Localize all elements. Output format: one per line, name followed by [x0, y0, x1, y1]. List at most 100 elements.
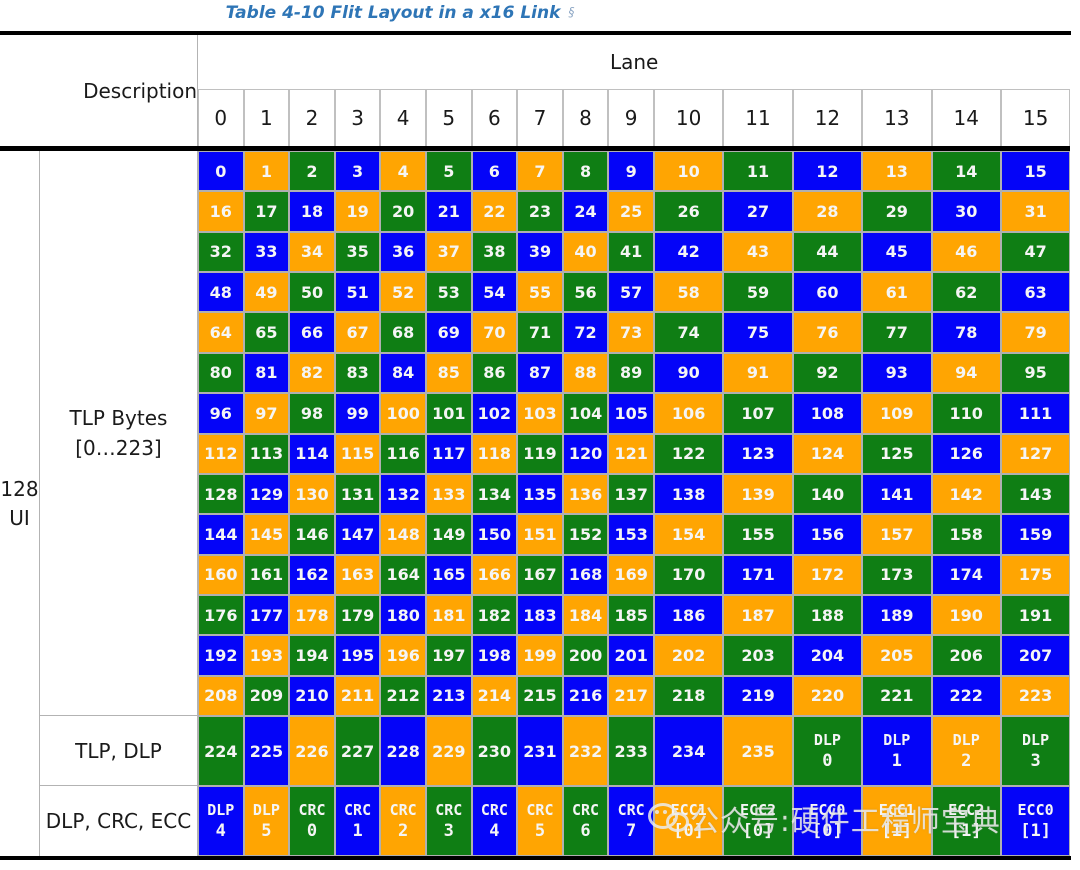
ui-count-value: 128 [0, 476, 39, 501]
byte-cell-index: 0 [822, 750, 833, 771]
byte-cell: 56 [562, 272, 609, 313]
byte-cell: 218 [653, 675, 724, 717]
byte-cell: 158 [931, 514, 1001, 555]
byte-cell: 201 [608, 635, 654, 676]
byte-cell: DLP 3 [1000, 716, 1071, 787]
byte-cell-label: CRC [617, 800, 645, 819]
table-caption-text: Table 4-10 Flit Layout in a x16 Link [225, 3, 561, 23]
byte-cell: 94 [931, 352, 1001, 394]
section-anchor-link[interactable]: § [568, 5, 575, 19]
byte-cell: 209 [243, 675, 290, 717]
byte-cell: 34 [289, 231, 335, 273]
byte-cell: 194 [289, 635, 335, 676]
bottom-border-bar [0, 856, 1071, 860]
byte-cell: 84 [380, 352, 426, 394]
ui-count-unit: UI [9, 505, 30, 530]
byte-cell: 148 [380, 514, 426, 555]
byte-cell: 45 [862, 231, 932, 273]
byte-cell: 26 [653, 191, 724, 232]
byte-cell: 17 [243, 191, 290, 232]
byte-cell: 154 [653, 514, 724, 555]
byte-cell: 227 [334, 716, 381, 787]
byte-cell: 30 [931, 191, 1001, 232]
byte-cell: 112 [198, 433, 244, 474]
byte-cell-index: 2 [398, 820, 409, 841]
lane-number: 3 [334, 90, 381, 146]
byte-cell: 49 [243, 272, 290, 313]
byte-cell: 145 [243, 514, 290, 555]
table-caption: Table 4-10 Flit Layout in a x16 Link § [0, 3, 800, 23]
byte-cell: 223 [1000, 675, 1071, 717]
byte-cell: 163 [334, 554, 381, 595]
byte-cell: 66 [289, 312, 335, 353]
byte-cell-label: DLP [883, 730, 911, 749]
byte-cell: DLP 2 [931, 716, 1001, 787]
byte-cell: 141 [862, 473, 932, 515]
byte-cell: 119 [517, 433, 563, 474]
byte-cell: 6 [471, 151, 518, 192]
byte-cell: 155 [723, 514, 793, 555]
byte-cell: 50 [289, 272, 335, 313]
byte-cell-index: 3 [443, 820, 454, 841]
byte-cell: ECC1 [1] [862, 786, 932, 857]
byte-cell: 189 [862, 594, 932, 636]
byte-cell: 196 [380, 635, 426, 676]
byte-cell-index: 4 [215, 820, 226, 841]
byte-cell: 229 [425, 716, 472, 787]
byte-cell-label: ECC0 [1017, 800, 1054, 819]
byte-cell-label: DLP [252, 800, 280, 819]
byte-cell: 23 [517, 191, 563, 232]
byte-cell: 81 [243, 352, 290, 394]
byte-cell: 133 [425, 473, 472, 515]
lane-number: 15 [1000, 90, 1071, 146]
lane-number: 11 [723, 90, 793, 146]
byte-cell: ECC1 [0] [653, 786, 724, 857]
byte-cell: 16 [198, 191, 244, 232]
byte-cell: 213 [425, 675, 472, 717]
byte-cell: 208 [198, 675, 244, 717]
byte-cell: DLP 5 [243, 786, 290, 857]
byte-cell: 8 [562, 151, 609, 192]
flit-layout-table: Description Lane 128 UI TLP Bytes [0…223… [0, 35, 1071, 857]
byte-cell: ECC2 [1] [931, 786, 1001, 857]
byte-cell: 180 [380, 594, 426, 636]
lane-number: 6 [471, 90, 518, 146]
byte-cell: 205 [862, 635, 932, 676]
byte-cell: 48 [198, 272, 244, 313]
lane-number: 12 [792, 90, 863, 146]
byte-cell: 185 [608, 594, 654, 636]
byte-cell: 224 [198, 716, 244, 787]
byte-cell: 60 [792, 272, 863, 313]
byte-cell: 156 [792, 514, 863, 555]
byte-cell: 146 [289, 514, 335, 555]
byte-cell: 10 [653, 151, 724, 192]
byte-cell: 162 [289, 554, 335, 595]
byte-cell: 62 [931, 272, 1001, 313]
byte-cell: 178 [289, 594, 335, 636]
byte-cell: 55 [517, 272, 563, 313]
byte-cell: 211 [334, 675, 381, 717]
byte-cell: 32 [198, 231, 244, 273]
byte-cell: 183 [517, 594, 563, 636]
byte-cell: 57 [608, 272, 654, 313]
byte-cell: 61 [862, 272, 932, 313]
byte-cell: 134 [471, 473, 518, 515]
byte-cell: 164 [380, 554, 426, 595]
byte-cell: 14 [931, 151, 1001, 192]
byte-cell: 168 [562, 554, 609, 595]
byte-cell: 37 [425, 231, 472, 273]
byte-cell: 140 [792, 473, 863, 515]
byte-cell: 80 [198, 352, 244, 394]
byte-cell: 184 [562, 594, 609, 636]
tlp-dlp-description-cell: TLP, DLP [40, 716, 198, 787]
byte-cell: 78 [931, 312, 1001, 353]
lane-number: 8 [562, 90, 609, 146]
byte-cell: DLP 0 [792, 716, 863, 787]
byte-cell: 69 [425, 312, 472, 353]
lane-number: 2 [289, 90, 335, 146]
byte-cell-index: 1 [891, 750, 902, 771]
byte-cell: 204 [792, 635, 863, 676]
byte-cell: 22 [471, 191, 518, 232]
byte-cell-label: CRC [480, 800, 508, 819]
byte-cell: 89 [608, 352, 654, 394]
